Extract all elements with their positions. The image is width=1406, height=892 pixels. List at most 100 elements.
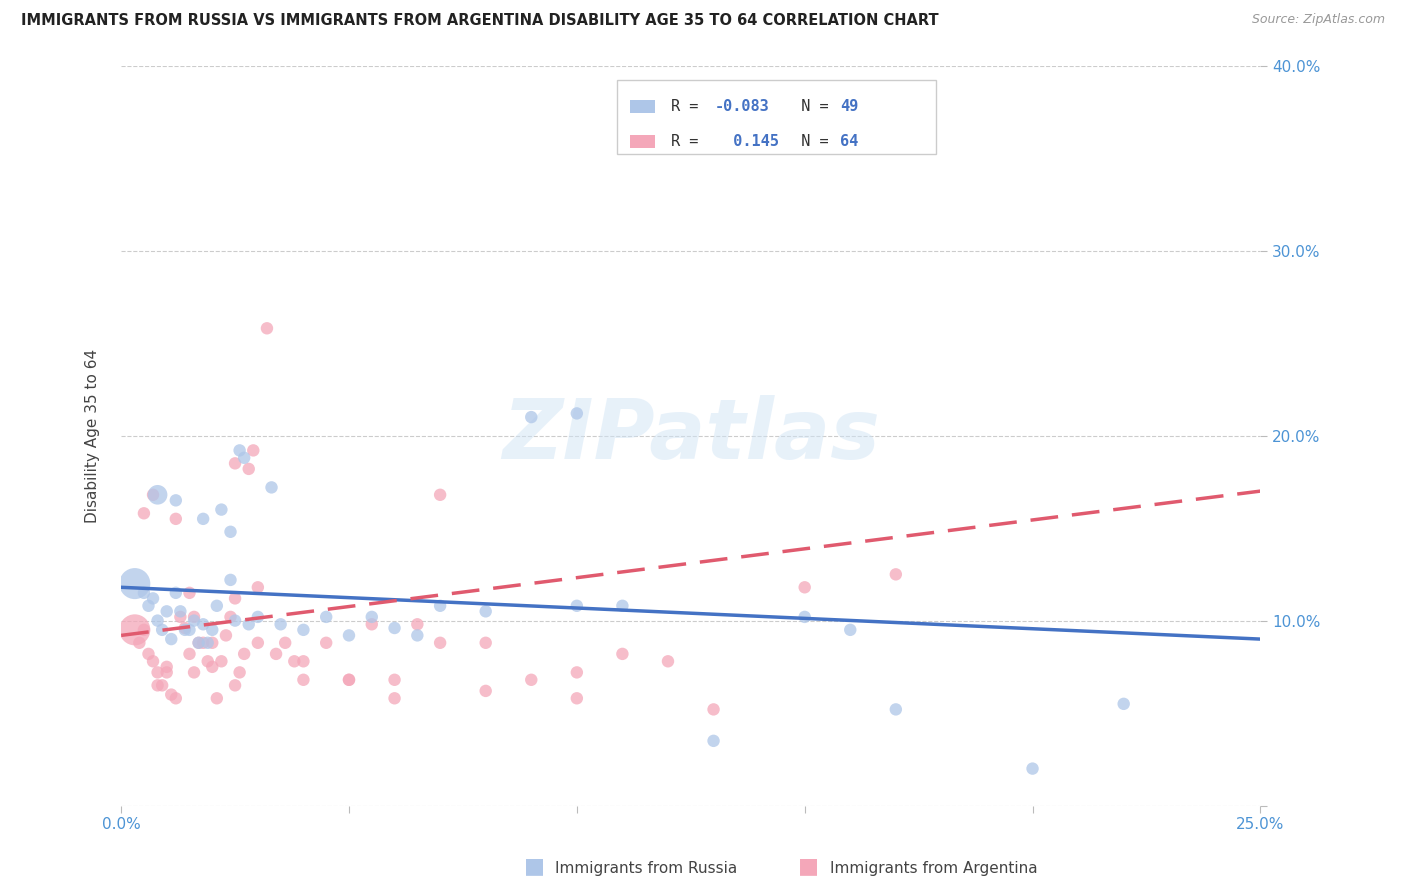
Point [146, 678, 169, 692]
Point [124, 623, 146, 637]
Point [179, 586, 201, 600]
Point [156, 604, 179, 618]
Point [128, 636, 150, 650]
Point [219, 610, 242, 624]
Point [142, 488, 165, 502]
Point [233, 450, 256, 465]
Point [292, 654, 315, 668]
Text: R =: R = [672, 134, 707, 149]
FancyBboxPatch shape [630, 135, 655, 147]
Text: Immigrants from Argentina: Immigrants from Argentina [830, 861, 1038, 876]
Point [209, 502, 232, 516]
Point [429, 599, 451, 613]
Point [183, 610, 205, 624]
Point [233, 647, 256, 661]
Point [165, 586, 187, 600]
Point [565, 406, 588, 420]
Point [228, 665, 250, 680]
Point [197, 654, 219, 668]
Point [474, 604, 496, 618]
Point [703, 702, 725, 716]
Point [224, 456, 246, 470]
Point [146, 665, 169, 680]
Point [612, 599, 634, 613]
Point [132, 506, 155, 520]
Point [138, 599, 160, 613]
Point [187, 636, 209, 650]
Point [169, 610, 191, 624]
Point [1112, 697, 1135, 711]
Point [191, 512, 214, 526]
Point [246, 636, 269, 650]
Point [429, 488, 451, 502]
Point [246, 580, 269, 594]
Point [270, 617, 292, 632]
Text: N =: N = [783, 99, 838, 114]
Point [219, 573, 242, 587]
Point [201, 636, 224, 650]
Point [612, 647, 634, 661]
Point [238, 617, 260, 632]
Point [315, 636, 337, 650]
Point [238, 462, 260, 476]
Point [201, 623, 224, 637]
Point [165, 512, 187, 526]
Point [174, 623, 197, 637]
Point [228, 443, 250, 458]
Point [429, 636, 451, 650]
Point [565, 599, 588, 613]
Point [264, 647, 287, 661]
Point [315, 610, 337, 624]
Point [520, 673, 543, 687]
Text: Source: ZipAtlas.com: Source: ZipAtlas.com [1251, 13, 1385, 27]
Point [174, 621, 197, 635]
Point [146, 614, 169, 628]
Point [703, 734, 725, 748]
Point [224, 678, 246, 692]
Point [256, 321, 278, 335]
Point [292, 673, 315, 687]
Point [406, 628, 429, 642]
Point [156, 665, 179, 680]
Point [274, 636, 297, 650]
Point [520, 410, 543, 425]
Point [132, 623, 155, 637]
Point [474, 684, 496, 698]
Point [657, 654, 679, 668]
Point [183, 665, 205, 680]
Point [406, 617, 429, 632]
Point [215, 628, 238, 642]
Point [219, 524, 242, 539]
Point [142, 591, 165, 606]
Text: ■: ■ [524, 856, 544, 876]
Point [884, 702, 907, 716]
Point [384, 621, 406, 635]
Point [337, 673, 360, 687]
Point [384, 691, 406, 706]
Point [292, 623, 315, 637]
Point [360, 617, 382, 632]
Point [197, 636, 219, 650]
Point [138, 647, 160, 661]
Point [150, 678, 173, 692]
Point [260, 480, 283, 494]
Point [183, 614, 205, 628]
Point [142, 654, 165, 668]
Point [132, 586, 155, 600]
Point [146, 488, 169, 502]
Point [205, 599, 228, 613]
Point [160, 632, 183, 646]
Point [793, 580, 815, 594]
Point [169, 604, 191, 618]
Text: Immigrants from Russia: Immigrants from Russia [555, 861, 738, 876]
Point [165, 691, 187, 706]
Point [565, 691, 588, 706]
Point [793, 610, 815, 624]
Point [337, 628, 360, 642]
Point [242, 443, 264, 458]
Point [179, 647, 201, 661]
Point [246, 610, 269, 624]
Point [839, 623, 862, 637]
Point [124, 576, 146, 591]
FancyBboxPatch shape [617, 80, 936, 154]
